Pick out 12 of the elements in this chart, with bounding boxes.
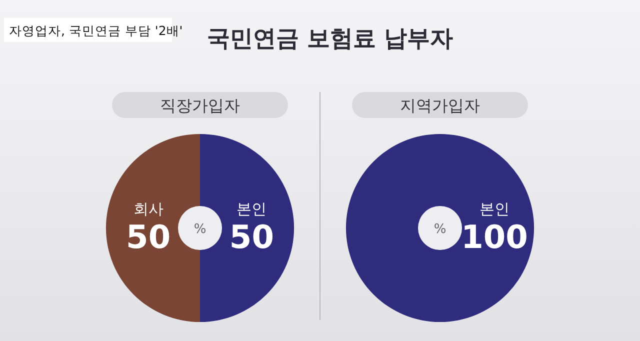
slice-label: 본인 (236, 200, 267, 218)
data-label: 100 (461, 218, 528, 256)
text: % (194, 222, 206, 237)
text: 자영업자, 국민연금 부담 '2배' (9, 23, 183, 38)
text: 국민연금 보험료 납부자 (206, 26, 454, 52)
text: % (434, 222, 446, 237)
chart-title: 지역가입자 (400, 96, 480, 115)
slice-label: 본인 (480, 200, 510, 218)
data-label: 50 (229, 218, 274, 256)
data-label: 50 (126, 218, 171, 256)
slice-label: 회사 (133, 200, 164, 218)
chart-title: 직장가입자 (160, 96, 240, 115)
